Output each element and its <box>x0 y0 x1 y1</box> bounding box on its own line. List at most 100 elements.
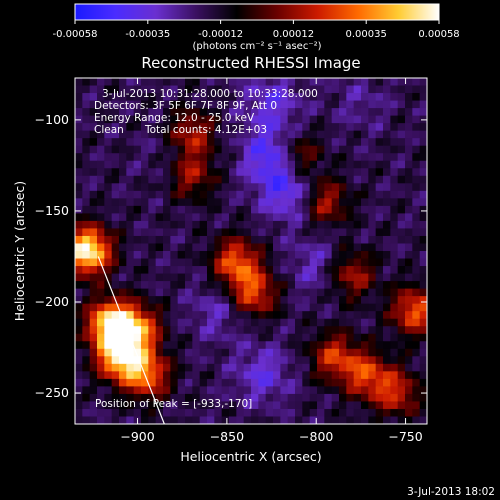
heatmap-cell <box>353 401 362 410</box>
heatmap-cell <box>397 356 406 365</box>
heatmap-cell <box>383 123 391 132</box>
heatmap-cell <box>111 416 120 424</box>
heatmap-cell <box>346 326 355 335</box>
heatmap-cell <box>163 190 171 199</box>
heatmap-cell <box>207 145 215 154</box>
heatmap-cell <box>104 266 113 274</box>
heatmap-cell <box>199 258 208 267</box>
heatmap-cell <box>295 303 303 312</box>
heatmap-cell <box>126 85 135 94</box>
heatmap-cell <box>353 371 362 380</box>
heatmap-cell <box>339 168 347 177</box>
heatmap-cell <box>243 93 252 101</box>
heatmap-cell <box>111 123 120 132</box>
heatmap-cell <box>375 235 384 244</box>
heatmap-cell <box>111 363 120 372</box>
heatmap-cell <box>375 326 384 335</box>
heatmap-cell <box>317 243 325 252</box>
heatmap-cell <box>148 100 157 109</box>
heatmap-cell <box>368 371 377 380</box>
heatmap-cell <box>207 311 215 320</box>
heatmap-cell <box>192 356 201 365</box>
heatmap-cell <box>133 281 142 290</box>
heatmap-cell <box>317 326 325 335</box>
heatmap-cell <box>221 175 230 184</box>
heatmap-cell <box>331 190 340 199</box>
heatmap-cell <box>148 363 157 372</box>
heatmap-cell <box>207 78 215 86</box>
heatmap-cell <box>368 85 377 94</box>
heatmap-cell <box>287 138 296 147</box>
heatmap-cell <box>302 213 311 222</box>
heatmap-cell <box>265 356 274 365</box>
heatmap-cell <box>199 416 208 424</box>
heatmap-cell <box>170 296 179 305</box>
heatmap-cell <box>251 386 259 395</box>
heatmap-cell <box>346 153 355 162</box>
heatmap-cell <box>243 401 252 410</box>
heatmap-cell <box>383 78 391 86</box>
heatmap-cell <box>273 220 281 229</box>
heatmap-cell <box>375 266 384 274</box>
heatmap-cell <box>317 273 325 282</box>
heatmap-cell <box>361 108 369 117</box>
heatmap-cell <box>229 190 237 199</box>
heatmap-cell <box>163 296 171 305</box>
heatmap-cell <box>258 318 267 327</box>
heatmap-cell <box>273 348 281 357</box>
heatmap-cell <box>419 228 427 237</box>
heatmap-cell <box>119 348 127 357</box>
heatmap-cell <box>221 93 230 101</box>
heatmap-cell <box>133 393 142 402</box>
heatmap-cell <box>317 213 325 222</box>
heatmap-cell <box>339 235 347 244</box>
heatmap-cell <box>119 100 127 109</box>
heatmap-cell <box>390 356 399 365</box>
heatmap-cell <box>148 198 157 207</box>
heatmap-cell <box>177 363 186 372</box>
heatmap-cell <box>243 123 252 132</box>
heatmap-cell <box>383 356 391 365</box>
heatmap-cell <box>214 288 223 297</box>
heatmap-cell <box>75 78 83 86</box>
heatmap-cell <box>236 235 245 244</box>
heatmap-cell <box>419 168 427 177</box>
heatmap-cell <box>309 356 318 365</box>
heatmap-cell <box>317 198 325 207</box>
heatmap-cell <box>97 115 105 124</box>
colorbar-units: (photons cm⁻² s⁻¹ asec⁻²) <box>192 41 321 52</box>
heatmap-cell <box>170 341 179 350</box>
heatmap-cell <box>75 168 83 177</box>
heatmap-cell <box>302 175 311 184</box>
heatmap-cell <box>368 145 377 154</box>
heatmap-cell <box>397 311 406 320</box>
heatmap-cell <box>375 115 384 124</box>
heatmap-cell <box>368 93 377 101</box>
heatmap-cell <box>192 160 201 169</box>
heatmap-cell <box>236 123 245 132</box>
heatmap-cell <box>141 220 149 229</box>
heatmap-cell <box>133 183 142 192</box>
heatmap-cell <box>185 363 193 372</box>
heatmap-cell <box>324 175 333 184</box>
heatmap-cell <box>419 153 427 162</box>
heatmap-cell <box>258 78 267 86</box>
heatmap-cell <box>397 183 406 192</box>
heatmap-cell <box>221 228 230 237</box>
heatmap-cell <box>133 348 142 357</box>
heatmap-cell <box>192 258 201 267</box>
heatmap-cell <box>199 281 208 290</box>
heatmap-cell <box>221 348 230 357</box>
heatmap-cell <box>185 333 193 342</box>
heatmap-cell <box>251 123 259 132</box>
heatmap-cell <box>126 311 135 320</box>
heatmap-cell <box>287 333 296 342</box>
heatmap-cell <box>412 288 421 297</box>
heatmap-cell <box>229 333 237 342</box>
heatmap-cell <box>170 371 179 380</box>
heatmap-cell <box>82 416 91 424</box>
heatmap-cell <box>207 93 215 101</box>
heatmap-cell <box>221 213 230 222</box>
heatmap-cell <box>287 408 296 417</box>
heatmap-cell <box>383 273 391 282</box>
